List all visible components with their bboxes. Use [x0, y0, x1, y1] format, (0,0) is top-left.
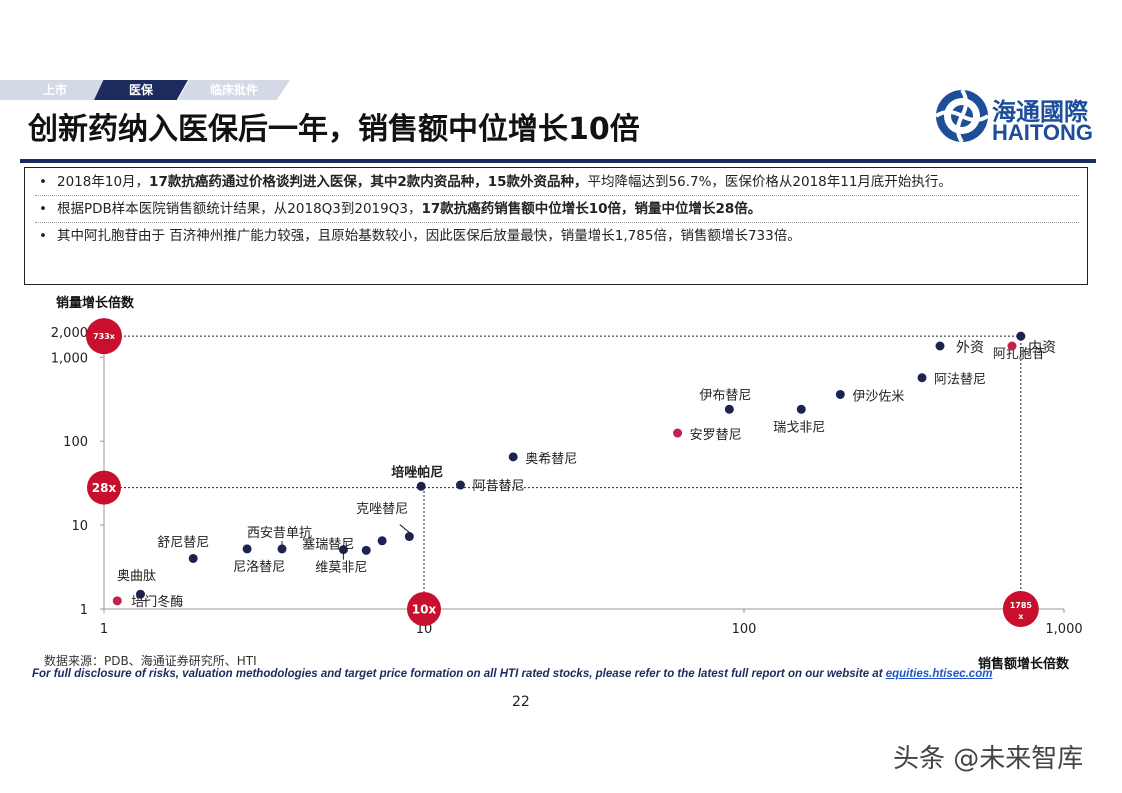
- point-label: 培门冬酶: [131, 594, 183, 610]
- data-point: [455, 480, 465, 490]
- x-axis-title: 销售额增长倍数: [978, 657, 1070, 672]
- logo-english: HAITONG: [992, 120, 1094, 145]
- title-divider: [20, 159, 1096, 163]
- point-label: 舒尼替尼: [157, 535, 209, 550]
- bullet-text: 平均降幅达到56.7%，医保价格从2018年11月底开始执行。: [587, 174, 952, 190]
- y-tick-label: 1,000: [51, 351, 88, 366]
- y-tick-label: 2,000: [51, 326, 88, 341]
- bullet-text-bold: 17款抗癌药销售额中位增长10倍，销量中位增长28倍。: [421, 201, 762, 217]
- point-label: 尼洛替尼: [233, 560, 285, 575]
- point-label: 阿昔替尼: [472, 479, 524, 494]
- data-point: [673, 428, 683, 438]
- point-label: 塞瑞替尼: [302, 536, 354, 552]
- data-point: [917, 373, 927, 383]
- y-tick-label: 10: [71, 519, 88, 534]
- point-label: 阿扎胞苷: [993, 347, 1045, 362]
- point-label: 奥希替尼: [525, 452, 577, 467]
- disclosure-text: For full disclosure of risks, valuation …: [32, 668, 992, 680]
- summary-box: 2018年10月，17款抗癌药通过价格谈判进入医保，其中2款内资品种，15款外资…: [24, 167, 1088, 285]
- tab-listing[interactable]: 上市: [0, 80, 110, 100]
- marker-badge: [407, 592, 441, 626]
- y-tick-label: 100: [63, 435, 88, 450]
- data-point: [361, 545, 371, 555]
- marker-badge: [87, 470, 121, 505]
- x-tick-label: 1: [100, 622, 108, 637]
- point-label: 阿法替尼: [934, 373, 986, 388]
- tab-clinical-approval[interactable]: 临床批件: [178, 80, 290, 100]
- page-number: 22: [512, 694, 530, 710]
- section-tabs: 上市 临床批件 医保: [0, 80, 300, 100]
- leader-line: [142, 599, 151, 602]
- legend-label: 外资: [956, 340, 984, 356]
- legend-label: 内资: [1028, 340, 1056, 356]
- marker-label: 733x: [93, 332, 116, 341]
- point-label: 维莫非尼: [315, 561, 367, 576]
- legend-swatch: [935, 341, 945, 351]
- data-point: [242, 544, 252, 554]
- data-point: [188, 553, 198, 563]
- website-link[interactable]: equities.htisec.com: [885, 668, 993, 680]
- marker-label: 1785: [1010, 601, 1033, 610]
- haitong-logo: 海通國際 HAITONG: [934, 88, 1100, 146]
- bullet-text: 其中阿扎胞苷由于 百济神州推广能力较强，且原始基数较小，因此医保后放量最快，销量…: [57, 228, 801, 244]
- bullet-text-bold: 17款抗癌药通过价格谈判进入医保，其中2款内资品种，15款外资品种，: [149, 174, 588, 190]
- point-label: 西安昔单抗: [247, 526, 312, 541]
- point-label: 培唑帕尼: [391, 464, 443, 480]
- marker-badge: [86, 318, 122, 355]
- data-point: [1016, 331, 1026, 341]
- x-tick-label: 1,000: [1045, 622, 1082, 637]
- data-point: [724, 404, 734, 414]
- data-point: [508, 452, 518, 462]
- point-label: 奥曲肽: [117, 569, 156, 584]
- tab-medical-insurance[interactable]: 医保: [94, 80, 188, 100]
- point-label: 伊布替尼: [699, 388, 751, 403]
- data-point: [796, 404, 806, 414]
- data-source: 数据来源：PDB、海通证券研究所、HTI: [44, 654, 257, 668]
- data-point: [377, 536, 387, 546]
- haitong-emblem-icon: [934, 88, 990, 144]
- bullet-item: 其中阿扎胞苷由于 百济神州推广能力较强，且原始基数较小，因此医保后放量最快，销量…: [35, 222, 1079, 246]
- bullet-item: 2018年10月，17款抗癌药通过价格谈判进入医保，其中2款内资品种，15款外资…: [35, 172, 1079, 192]
- bullet-item: 根据PDB样本医院销售额统计结果，从2018Q3到2019Q3，17款抗癌药销售…: [35, 195, 1079, 219]
- y-tick-label: 1: [80, 603, 88, 618]
- watermark: 头条 @未来智库: [893, 744, 1084, 774]
- marker-label: 10x: [412, 602, 437, 616]
- data-point: [277, 544, 287, 554]
- logo-chinese: 海通國際: [992, 97, 1088, 126]
- point-label: 安罗替尼: [690, 428, 742, 443]
- marker-label: 28x: [92, 481, 117, 495]
- legend-swatch: [1007, 341, 1017, 351]
- point-label: 伊沙佐米: [852, 389, 904, 404]
- data-point: [338, 545, 348, 555]
- data-point: [135, 589, 145, 599]
- data-point: [416, 481, 426, 491]
- x-tick-label: 10: [416, 622, 433, 637]
- x-tick-label: 100: [732, 622, 757, 637]
- data-point: [404, 532, 414, 542]
- disclosure-body: For full disclosure of risks, valuation …: [32, 668, 886, 680]
- marker-badge: [1002, 591, 1039, 627]
- point-label: 瑞戈非尼: [773, 420, 825, 435]
- data-point: [835, 389, 845, 399]
- data-point: [112, 596, 122, 606]
- marker-label: x: [1018, 612, 1024, 621]
- y-axis-title: 销量增长倍数: [56, 296, 135, 311]
- point-label: 克唑替尼: [356, 501, 408, 517]
- bullet-text: 2018年10月，: [57, 174, 150, 190]
- leader-line: [399, 524, 410, 533]
- page-title: 创新药纳入医保后一年，销售额中位增长10倍: [28, 112, 640, 147]
- bullet-text: 根据PDB样本医院销售额统计结果，从2018Q3到2019Q3，: [57, 201, 422, 217]
